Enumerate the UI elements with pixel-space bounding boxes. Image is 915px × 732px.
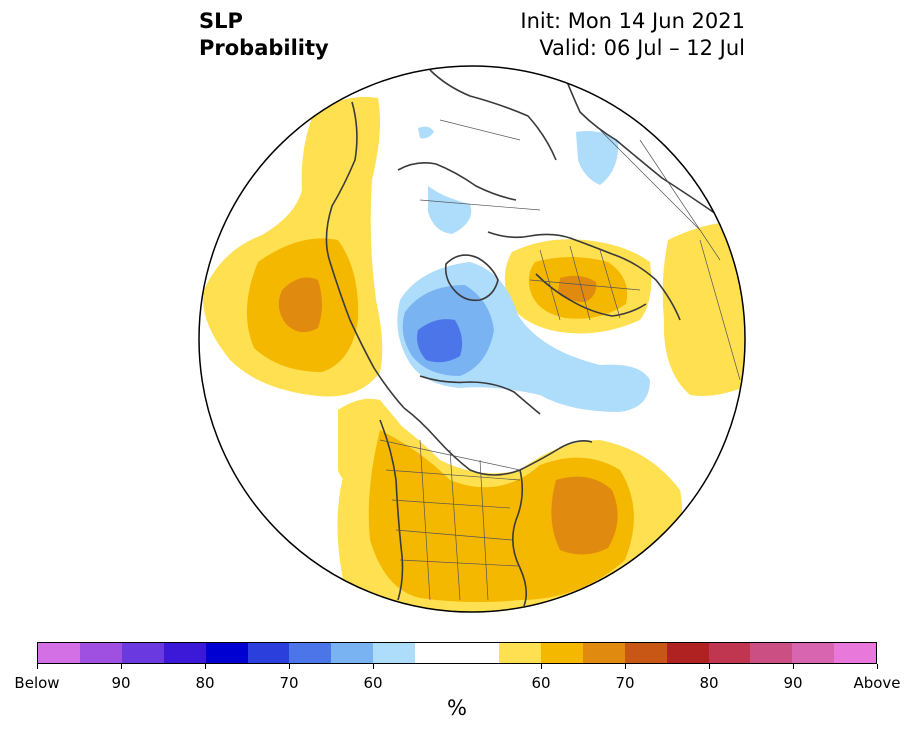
colorbar-segment bbox=[834, 643, 877, 663]
colorbar-tick-label: 80 bbox=[699, 674, 719, 692]
colorbar-segment bbox=[666, 643, 709, 663]
title-line-1: SLP bbox=[199, 9, 243, 33]
colorbar bbox=[37, 642, 877, 664]
colorbar-unit: % bbox=[447, 696, 467, 720]
polar-map bbox=[198, 65, 746, 613]
forecast-dates: Init: Mon 14 Jun 2021 Valid: 06 Jul – 12… bbox=[520, 8, 745, 62]
map-boundary bbox=[198, 65, 746, 613]
colorbar-segment bbox=[792, 643, 835, 663]
colorbar-segment bbox=[121, 643, 164, 663]
colorbar-tick-label: 80 bbox=[195, 674, 215, 692]
colorbar-tick bbox=[372, 664, 374, 669]
colorbar-tick-label: Below bbox=[14, 674, 60, 692]
below-anomaly-arctic bbox=[397, 126, 650, 412]
above-anomaly-europe bbox=[504, 222, 745, 396]
colorbar-tick bbox=[624, 664, 626, 669]
colorbar-segment bbox=[540, 643, 583, 663]
colorbar-tick-label: 70 bbox=[279, 674, 299, 692]
colorbar-tick bbox=[36, 664, 38, 669]
colorbar-tick-label: 90 bbox=[783, 674, 803, 692]
coastlines bbox=[325, 66, 717, 607]
colorbar-segment bbox=[79, 643, 122, 663]
colorbar-segment bbox=[750, 643, 793, 663]
colorbar-segment bbox=[457, 643, 499, 663]
colorbar-tick-label: Above bbox=[853, 674, 901, 692]
valid-range: Valid: 06 Jul – 12 Jul bbox=[539, 36, 745, 60]
colorbar-segment bbox=[289, 643, 332, 663]
colorbar-tick bbox=[540, 664, 542, 669]
colorbar-segment bbox=[498, 643, 541, 663]
colorbar-segment bbox=[708, 643, 751, 663]
colorbar-segment bbox=[331, 643, 374, 663]
colorbar-tick bbox=[120, 664, 122, 669]
colorbar-segment bbox=[247, 643, 290, 663]
init-date: Init: Mon 14 Jun 2021 bbox=[520, 9, 745, 33]
title-line-2: Probability bbox=[199, 36, 329, 60]
colorbar-segment bbox=[582, 643, 625, 663]
chart-title: SLP Probability bbox=[199, 8, 329, 62]
colorbar-segment bbox=[205, 643, 248, 663]
colorbar-tick bbox=[792, 664, 794, 669]
colorbar-tick bbox=[288, 664, 290, 669]
colorbar-tick bbox=[204, 664, 206, 669]
colorbar-tick-label: 60 bbox=[531, 674, 551, 692]
colorbar-segment bbox=[163, 643, 206, 663]
colorbar-tick bbox=[708, 664, 710, 669]
colorbar-segment bbox=[38, 643, 80, 663]
colorbar-tick bbox=[876, 664, 878, 669]
colorbar-segment bbox=[373, 643, 416, 663]
colorbar-tick-label: 70 bbox=[615, 674, 635, 692]
political-borders bbox=[379, 119, 741, 601]
colorbar-tick-label: 60 bbox=[363, 674, 383, 692]
colorbar-segment bbox=[415, 643, 458, 663]
colorbar-tick-label: 90 bbox=[111, 674, 131, 692]
colorbar-segment bbox=[624, 643, 667, 663]
